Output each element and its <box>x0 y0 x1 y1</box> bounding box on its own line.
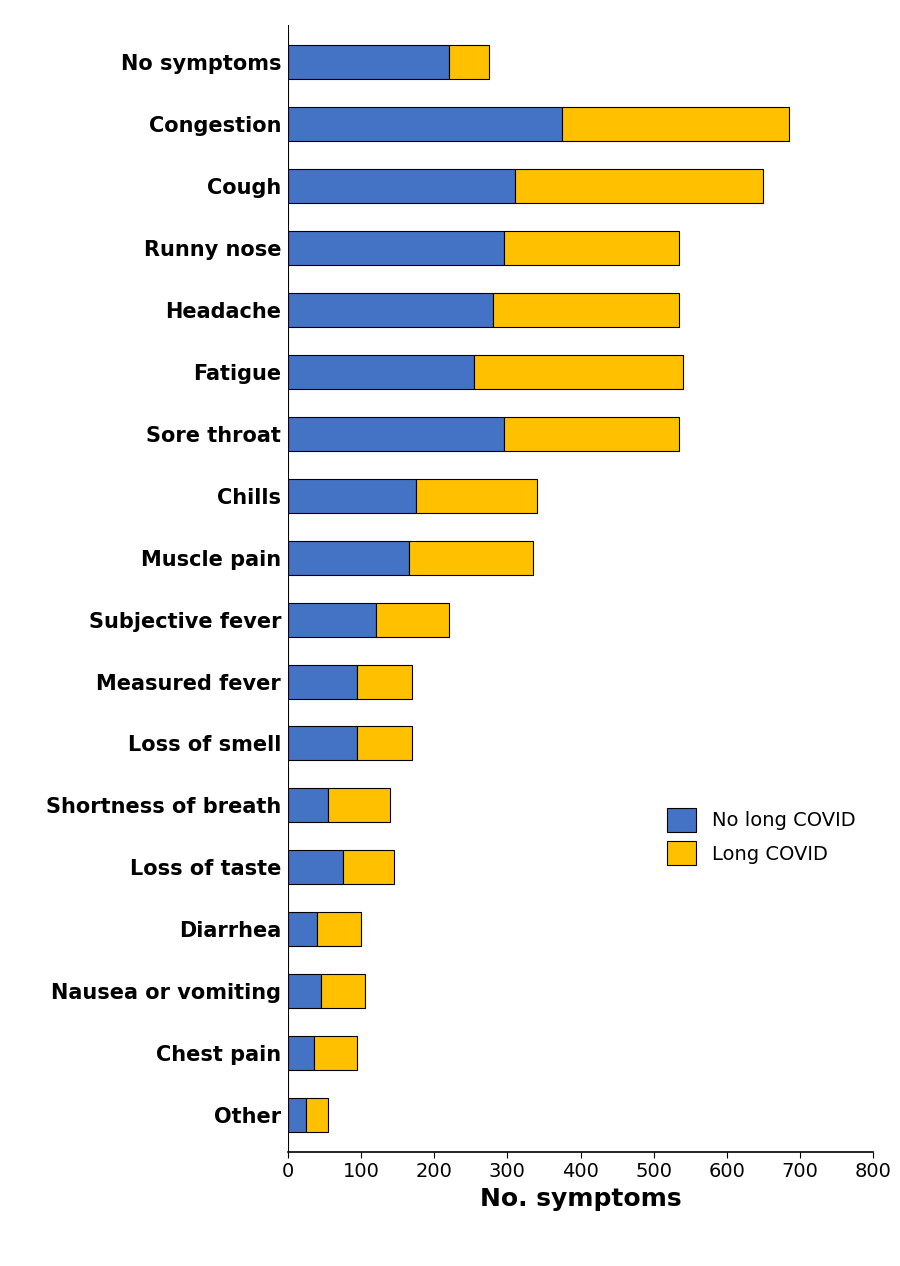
Bar <box>288 108 562 142</box>
Bar <box>288 727 357 761</box>
Bar <box>328 789 391 823</box>
Bar <box>288 1098 306 1132</box>
Bar <box>376 603 449 637</box>
Bar <box>449 46 489 80</box>
Bar <box>343 851 394 885</box>
Bar <box>562 108 789 142</box>
Bar <box>288 46 449 80</box>
Bar <box>288 292 493 327</box>
Bar <box>321 974 365 1008</box>
Bar <box>288 232 504 265</box>
Bar <box>288 170 515 204</box>
Bar <box>357 727 412 761</box>
Bar <box>288 417 504 451</box>
Bar <box>504 417 680 451</box>
Bar <box>288 479 416 513</box>
Bar <box>317 913 361 946</box>
Bar <box>288 851 343 885</box>
Bar <box>288 354 474 389</box>
Bar <box>288 541 409 575</box>
Bar <box>416 479 536 513</box>
Bar <box>313 1036 357 1070</box>
Bar <box>306 1098 328 1132</box>
Bar <box>493 292 680 327</box>
Bar <box>288 789 328 823</box>
Bar <box>357 665 412 699</box>
Bar <box>515 170 763 204</box>
Bar <box>504 232 680 265</box>
Legend: No long COVID, Long COVID: No long COVID, Long COVID <box>660 800 863 874</box>
Bar <box>288 603 376 637</box>
X-axis label: No. symptoms: No. symptoms <box>480 1188 681 1212</box>
Bar <box>288 913 317 946</box>
Bar <box>474 354 683 389</box>
Bar <box>288 974 321 1008</box>
Bar <box>288 665 357 699</box>
Bar <box>409 541 533 575</box>
Bar <box>288 1036 313 1070</box>
